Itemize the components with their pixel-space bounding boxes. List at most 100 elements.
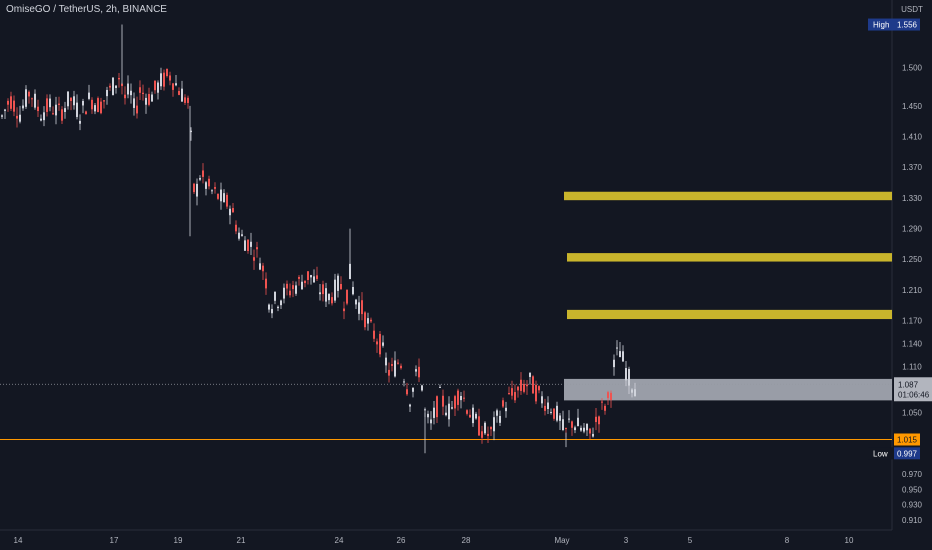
- candle-body: [622, 351, 624, 362]
- candle-body: [373, 330, 375, 339]
- candle-body: [28, 91, 30, 97]
- candle-body: [484, 422, 486, 434]
- candle-body: [340, 283, 342, 290]
- countdown-value: 01:06:46: [898, 390, 930, 399]
- y-tick-label: 1.050: [902, 409, 923, 418]
- candle-body: [133, 98, 135, 108]
- candle-body: [163, 72, 165, 87]
- candle-body: [580, 427, 582, 431]
- candle-body: [601, 401, 603, 403]
- candle-body: [415, 369, 417, 372]
- x-tick-label: 14: [14, 536, 23, 545]
- candle-body: [127, 83, 129, 95]
- candle-body: [574, 427, 576, 431]
- candle-body: [271, 308, 273, 314]
- candle-body: [364, 312, 366, 328]
- candle-body: [295, 285, 297, 294]
- x-tick-label: 10: [845, 536, 854, 545]
- candle-body: [628, 368, 630, 386]
- candle-body: [337, 275, 339, 291]
- candle-body: [544, 405, 546, 411]
- candle-body: [442, 395, 444, 407]
- candle-body: [502, 400, 504, 407]
- candle-body: [307, 271, 309, 280]
- candle-body: [247, 239, 249, 251]
- y-tick-label: 0.970: [902, 470, 923, 479]
- candle-body: [166, 69, 168, 76]
- candle-body: [334, 279, 336, 301]
- candle-body: [232, 208, 234, 213]
- candle-body: [427, 413, 429, 418]
- candle-body: [421, 385, 423, 391]
- y-tick-label: 1.140: [902, 340, 923, 349]
- low-label-tag: [868, 447, 894, 460]
- candle-body: [460, 396, 462, 401]
- candle-body: [13, 100, 15, 112]
- candle-body: [445, 412, 447, 416]
- candle-body: [277, 306, 279, 309]
- candle-body: [289, 290, 291, 296]
- candle-body: [205, 182, 207, 189]
- candle-body: [535, 384, 537, 402]
- candle-body: [448, 403, 450, 420]
- x-tick-label: 28: [462, 536, 471, 545]
- candle-body: [253, 257, 255, 261]
- candle-body: [70, 97, 72, 101]
- candle-body: [382, 342, 384, 346]
- candle-body: [532, 376, 534, 394]
- candle-body: [109, 85, 111, 88]
- candle-body: [352, 286, 354, 295]
- candle-body: [64, 108, 66, 112]
- high-label-value: 1.556: [897, 21, 918, 30]
- candle-body: [526, 384, 528, 387]
- candle-body: [598, 416, 600, 425]
- candle-body: [625, 368, 627, 381]
- high-label-tag: [868, 18, 894, 31]
- candle-body: [244, 240, 246, 251]
- candle-body: [10, 96, 12, 109]
- candle-body: [616, 347, 618, 349]
- candle-body: [211, 190, 213, 192]
- candle-body: [361, 300, 363, 315]
- candle-body: [19, 114, 21, 122]
- candle-body: [4, 109, 6, 111]
- candle-body: [391, 364, 393, 366]
- candle-body: [355, 299, 357, 305]
- candle-body: [562, 419, 564, 430]
- candle-body: [286, 283, 288, 289]
- candle-body: [142, 92, 144, 95]
- candle-body: [37, 106, 39, 112]
- candle-body: [496, 410, 498, 416]
- candle-body: [343, 308, 345, 312]
- candle-body: [511, 388, 513, 396]
- candle-body: [298, 277, 300, 279]
- currency-label: USDT: [901, 5, 923, 14]
- candle-body: [547, 402, 549, 410]
- candle-body: [508, 393, 510, 395]
- y-tick-label: 1.450: [902, 102, 923, 111]
- candle-body: [43, 112, 45, 121]
- x-tick-label: 24: [335, 536, 344, 545]
- candle-body: [130, 90, 132, 96]
- candle-body: [106, 89, 108, 97]
- candle-body: [619, 351, 621, 358]
- candle-body: [190, 130, 192, 133]
- candles: [1, 24, 636, 454]
- candle-body: [250, 241, 252, 247]
- candle-body: [586, 423, 588, 431]
- candle-body: [412, 387, 414, 392]
- candle-body: [478, 416, 480, 436]
- candle-body: [610, 392, 612, 400]
- candle-body: [241, 234, 243, 236]
- candle-body: [556, 405, 558, 421]
- candle-body: [148, 93, 150, 105]
- resistance-zone: [567, 309, 892, 320]
- candle-body: [541, 396, 543, 404]
- candle-body: [424, 409, 426, 411]
- candle-body: [184, 97, 186, 103]
- candle-body: [310, 275, 312, 278]
- candle-body: [82, 100, 84, 106]
- x-tick-label: 8: [785, 536, 790, 545]
- candle-body: [100, 101, 102, 114]
